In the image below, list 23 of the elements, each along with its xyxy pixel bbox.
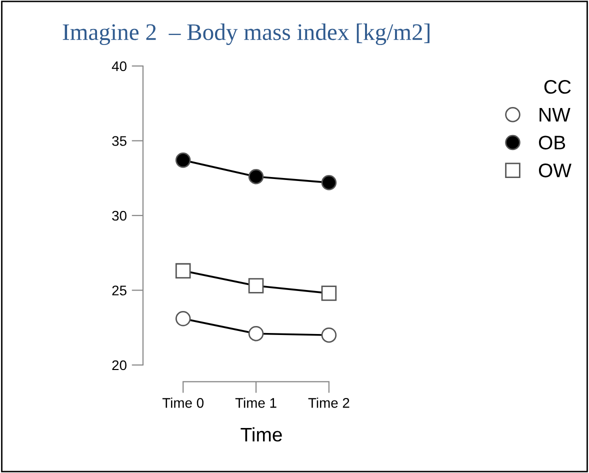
legend-title: CC <box>544 80 571 94</box>
point <box>321 286 337 301</box>
point <box>175 152 191 168</box>
chart-title: Imagine 2 – Body mass index [kg/m2] <box>62 24 430 45</box>
point <box>175 311 191 326</box>
x-tick-label: Time 1 <box>235 398 276 408</box>
x-tick-label: Time 2 <box>308 398 350 408</box>
point <box>248 326 264 342</box>
y-tick-label: 25 <box>112 286 126 296</box>
x-axis-title: Time <box>240 427 282 442</box>
legend-label: NW <box>540 108 570 122</box>
legend-label: OB <box>538 136 566 150</box>
y-tick-label: 20 <box>112 360 126 370</box>
point <box>321 327 337 343</box>
point <box>248 168 264 184</box>
point <box>175 263 191 278</box>
y-tick-label: 40 <box>112 61 126 72</box>
y-tick-label: 35 <box>112 136 126 146</box>
legend-label: OW <box>538 164 572 178</box>
y-tick-label: 30 <box>112 210 126 221</box>
point <box>321 174 337 190</box>
x-tick-label: Time 0 <box>162 398 204 408</box>
point <box>248 278 264 294</box>
